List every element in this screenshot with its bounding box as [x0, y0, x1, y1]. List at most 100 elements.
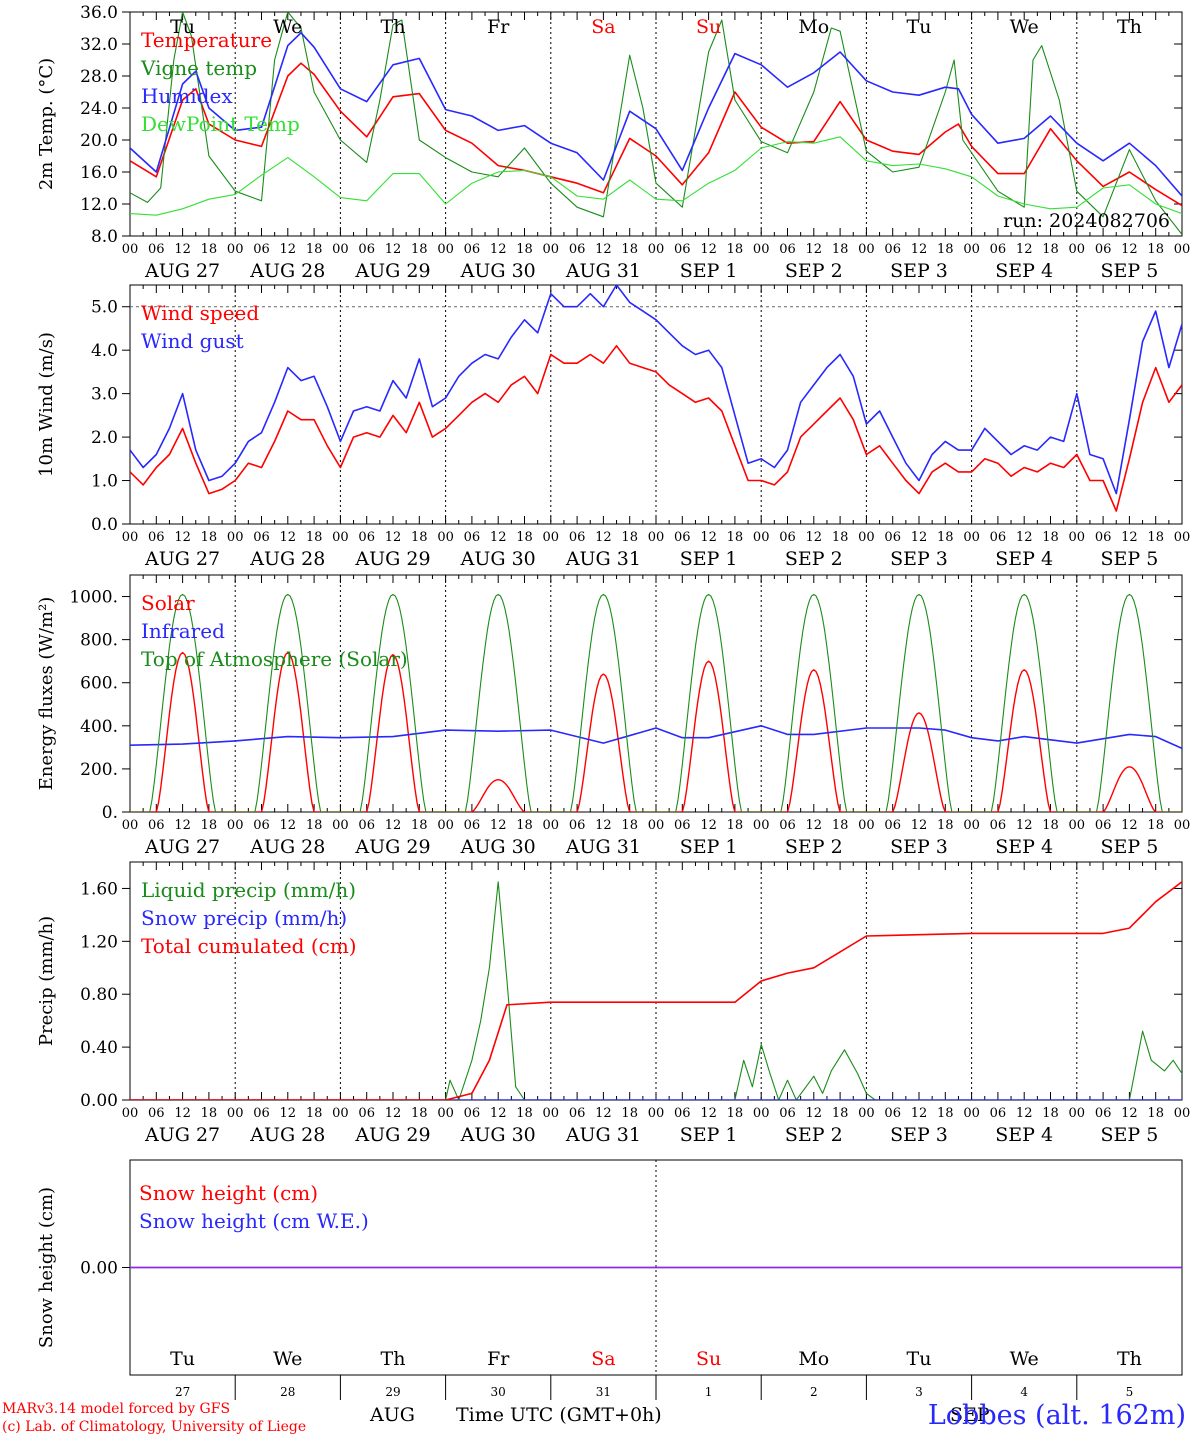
hour-tick-label: 12 — [280, 242, 297, 257]
hour-tick-label: 18 — [621, 242, 638, 257]
hour-tick-label: 00 — [648, 818, 665, 833]
hour-tick-label: 06 — [884, 1106, 901, 1121]
date-label: SEP 3 — [890, 1124, 948, 1146]
hour-tick-label: 00 — [1174, 242, 1191, 257]
series-infrared — [130, 724, 1182, 750]
date-label: SEP 3 — [890, 548, 948, 570]
hour-tick-label: 00 — [1069, 1106, 1086, 1121]
hour-tick-label: 06 — [990, 1106, 1007, 1121]
weekday-label: Tu — [170, 16, 195, 38]
y-tick-label: 3.0 — [91, 385, 118, 405]
hour-tick-label: 06 — [148, 530, 165, 545]
hour-tick-label: 12 — [1016, 1106, 1033, 1121]
hour-tick-label: 18 — [201, 530, 218, 545]
hour-tick-label: 00 — [437, 530, 454, 545]
date-label: SEP 2 — [785, 548, 843, 570]
hour-tick-label: 12 — [385, 530, 402, 545]
day-number-label: 28 — [280, 1385, 295, 1399]
date-label: AUG 27 — [144, 260, 220, 282]
weekday-label: Th — [381, 16, 406, 38]
y-tick-label: 1.60 — [80, 879, 118, 899]
hour-tick-label: 18 — [411, 818, 428, 833]
hour-tick-label: 18 — [937, 530, 954, 545]
legend-entry: Humidex — [141, 84, 233, 108]
hour-tick-label: 00 — [332, 242, 349, 257]
weekday-label: Mo — [798, 16, 829, 38]
legend-entry: Infrared — [141, 619, 225, 643]
hour-tick-label: 06 — [990, 242, 1007, 257]
legend-entry: DewPoint Temp — [141, 112, 300, 136]
hour-tick-label: 18 — [1042, 242, 1059, 257]
series-temperature — [130, 62, 1182, 207]
hour-tick-label: 12 — [700, 530, 717, 545]
y-tick-label: 1000. — [69, 588, 118, 608]
hour-tick-label: 18 — [621, 530, 638, 545]
hour-tick-label: 12 — [1016, 530, 1033, 545]
hour-tick-label: 06 — [148, 1106, 165, 1121]
weekday-label: Th — [1117, 16, 1142, 38]
y-tick-label: 400. — [80, 717, 118, 737]
panel-3: 00 06 12 18 00 06 12 18 00 06 12 18 00 06 12 18 00 06 12 18… — [36, 574, 1190, 858]
hour-tick-label: 12 — [174, 1106, 191, 1121]
legend-entry: Snow height (cm) — [139, 1181, 318, 1205]
legend-entry: Wind gust — [141, 329, 244, 353]
hour-tick-label: 18 — [832, 242, 849, 257]
hour-tick-label: 18 — [937, 1106, 954, 1121]
date-label: SEP 1 — [680, 1124, 738, 1146]
y-tick-label: 16.0 — [80, 163, 118, 183]
legend-entry: Solar — [141, 591, 195, 615]
hour-tick-label: 12 — [174, 242, 191, 257]
hour-tick-label: 00 — [543, 818, 560, 833]
hour-tick-label: 00 — [332, 1106, 349, 1121]
hour-tick-label: 06 — [674, 530, 691, 545]
hour-tick-label: 12 — [595, 530, 612, 545]
panel-2: 00 06 12 18 00 06 12 18 00 06 12 18 00 06 12 18 00 06 12 18… — [36, 284, 1190, 570]
y-tick-label: 0.0 — [91, 515, 118, 535]
hour-tick-label: 12 — [385, 1106, 402, 1121]
hour-tick-label: 00 — [963, 530, 980, 545]
hour-tick-label: 06 — [779, 242, 796, 257]
weekday-label: Fr — [487, 16, 510, 38]
hour-tick-label: 00 — [963, 1106, 980, 1121]
hour-tick-label: 12 — [700, 818, 717, 833]
hour-tick-label: 06 — [1095, 530, 1112, 545]
weekday-label: We — [273, 1348, 302, 1370]
date-label: AUG 27 — [144, 836, 220, 858]
hour-tick-label: 00 — [437, 1106, 454, 1121]
hour-tick-label: 00 — [122, 1106, 139, 1121]
y-axis-label: 2m Temp. (°C) — [36, 58, 57, 190]
y-tick-label: 2.0 — [91, 428, 118, 448]
hour-tick-label: 18 — [621, 818, 638, 833]
hour-tick-label: 00 — [543, 1106, 560, 1121]
footer-time-label: Time UTC (GMT+0h) — [456, 1404, 662, 1426]
date-label: AUG 29 — [354, 836, 430, 858]
series-group — [130, 12, 1182, 235]
date-label: AUG 30 — [460, 1124, 536, 1146]
hour-tick-label: 00 — [753, 242, 770, 257]
hour-tick-label: 12 — [1016, 818, 1033, 833]
hour-tick-label: 18 — [727, 530, 744, 545]
hour-tick-label: 06 — [148, 818, 165, 833]
footer-model: MARv3.14 model forced by GFS — [2, 1401, 231, 1417]
y-tick-label: 24.0 — [80, 99, 118, 119]
hour-tick-label: 00 — [227, 1106, 244, 1121]
hour-tick-label: 12 — [385, 818, 402, 833]
hour-tick-label: 18 — [727, 818, 744, 833]
hour-tick-label: 00 — [1069, 530, 1086, 545]
hour-tick-label: 12 — [280, 1106, 297, 1121]
date-label: AUG 30 — [460, 260, 536, 282]
hour-tick-label: 00 — [227, 242, 244, 257]
y-tick-label: 4.0 — [91, 341, 118, 361]
hour-tick-label: 18 — [1147, 242, 1164, 257]
date-label: AUG 31 — [565, 548, 641, 570]
date-label: AUG 27 — [144, 1124, 220, 1146]
date-label: AUG 27 — [144, 548, 220, 570]
date-label: AUG 31 — [565, 1124, 641, 1146]
date-label: AUG 28 — [249, 260, 325, 282]
hour-tick-label: 12 — [911, 242, 928, 257]
weekday-label: Th — [381, 1348, 406, 1370]
hour-tick-label: 06 — [464, 818, 481, 833]
y-tick-label: 0.00 — [80, 1259, 118, 1279]
hour-tick-label: 00 — [332, 530, 349, 545]
hour-tick-label: 18 — [516, 818, 533, 833]
